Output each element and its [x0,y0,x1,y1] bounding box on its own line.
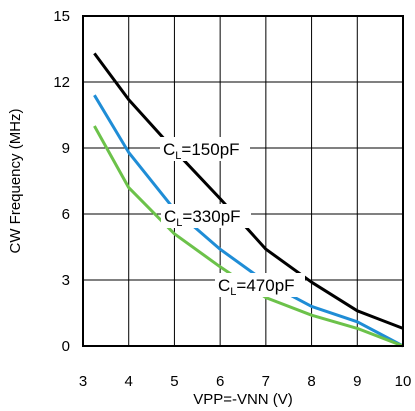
y-tick-label: 12 [53,74,70,91]
tick-labels: 3 4 5 6 7 8 9 10 0 3 6 9 12 15 [53,8,411,390]
series-label-subscript: L [175,150,181,162]
x-tick-label: 9 [353,373,361,390]
x-tick-label: 8 [307,373,315,390]
series-label-main: C [163,140,175,159]
y-axis-label: CW Frequency (MHz) [7,108,24,253]
x-tick-label: 3 [79,373,87,390]
series-label-background [215,273,305,297]
x-tick-label: 4 [125,373,133,390]
series-label-main: C [164,207,176,226]
series-label-rest: =150pF [181,140,239,159]
x-tick-label: 7 [262,373,270,390]
series-label-main: C [218,276,230,295]
plot-frame [82,15,404,347]
series-label-0: CL=150pF [163,140,240,162]
series-label-1: CL=330pF [164,207,241,229]
series-line-1 [93,94,404,348]
series-label-rest: =470pF [236,276,294,295]
x-tick-label: 5 [170,373,178,390]
series-lines [93,52,404,348]
series-label-rest: =330pF [182,207,240,226]
y-tick-label: 9 [62,140,70,157]
y-tick-label: 0 [62,338,70,355]
y-tick-label: 15 [53,8,70,25]
x-axis-label: VPP=-VNN (V) [193,391,293,408]
series-label-2: CL=470pF [218,276,295,298]
x-tick-label: 6 [216,373,224,390]
series-label-subscript: L [230,286,236,298]
x-tick-label: 10 [395,373,412,390]
series-label-background [161,204,251,228]
y-tick-label: 6 [62,206,70,223]
series-label-background [160,137,250,161]
series-label-subscript: L [176,217,182,229]
y-tick-label: 3 [62,272,70,289]
